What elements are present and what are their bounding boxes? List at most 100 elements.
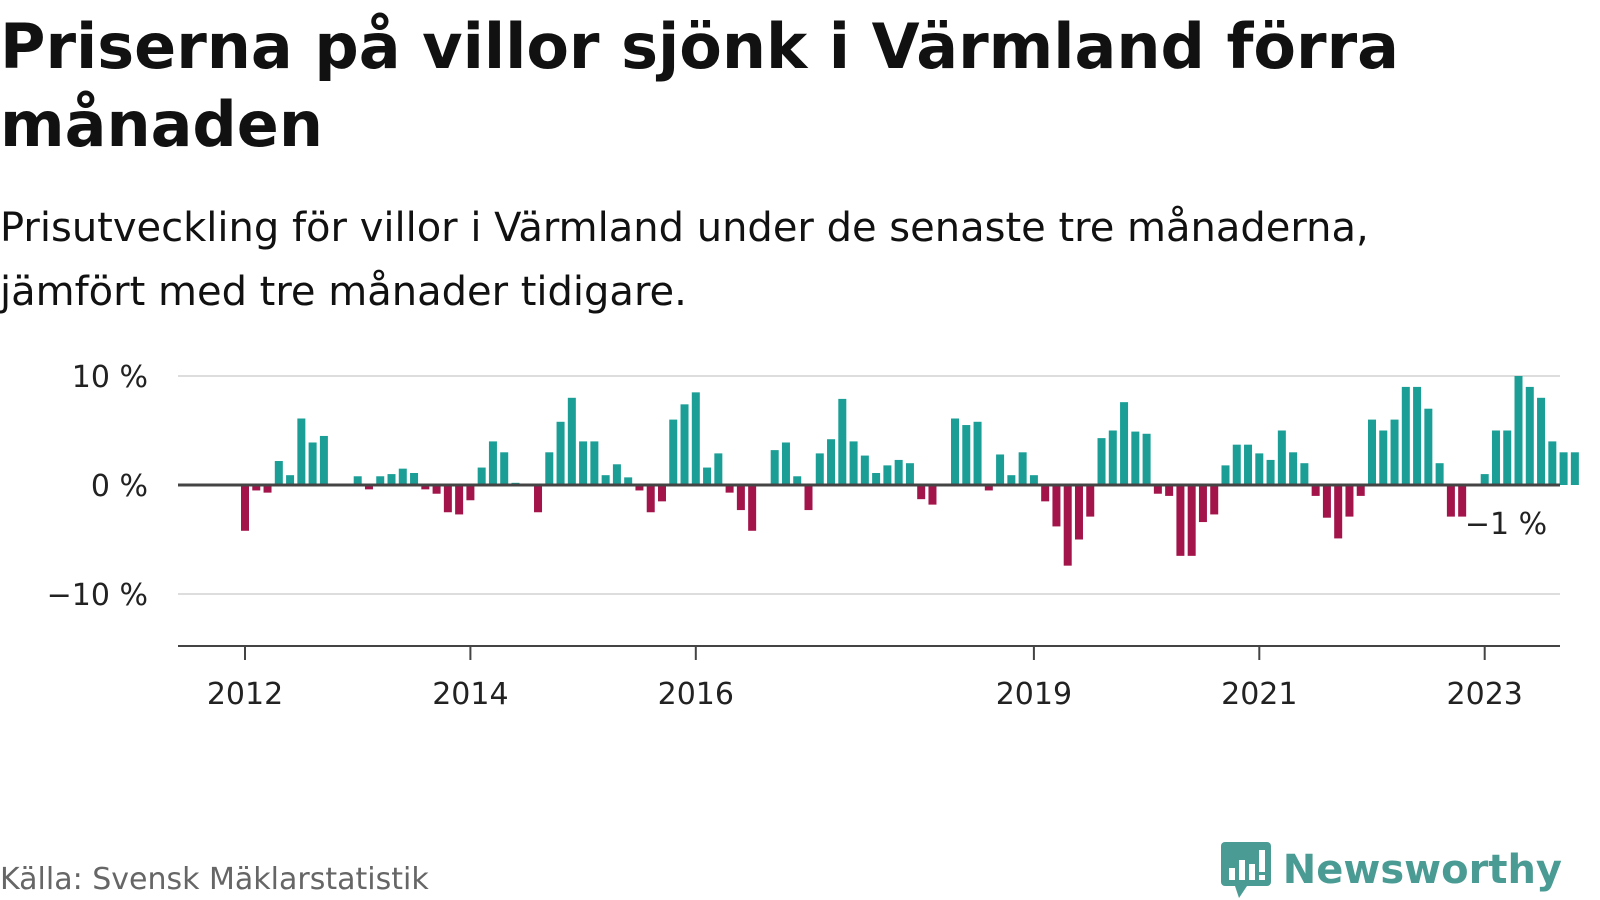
- bar: [1368, 419, 1376, 485]
- bar: [646, 485, 655, 513]
- bar: [1401, 386, 1410, 485]
- bar: [1232, 444, 1241, 485]
- bar: [455, 485, 464, 515]
- bar: [1086, 485, 1095, 517]
- bar: [1570, 452, 1579, 485]
- bar: [1176, 485, 1185, 556]
- bar: [1210, 485, 1219, 515]
- bar: [1266, 459, 1275, 485]
- bar: [838, 398, 847, 485]
- bar: [1413, 386, 1422, 485]
- bar: [545, 452, 554, 485]
- bar: [1120, 402, 1129, 485]
- bar: [1322, 485, 1331, 518]
- chart-title: Priserna på villor sjönk i Värmland förr…: [0, 10, 1399, 161]
- bar: [872, 473, 881, 485]
- bar: [421, 485, 430, 490]
- bar: [274, 461, 283, 485]
- brand-logo[interactable]: Newsworthy: [1220, 840, 1562, 900]
- bar: [1255, 453, 1264, 485]
- bar: [928, 485, 937, 505]
- newsworthy-logo-icon: [1220, 842, 1271, 898]
- bar: [1142, 433, 1151, 485]
- bar: [984, 485, 993, 491]
- bar: [1277, 430, 1286, 485]
- bar: [714, 453, 723, 485]
- bar: [556, 421, 565, 485]
- bar: [1480, 474, 1489, 485]
- bar: [364, 485, 373, 490]
- bar: [770, 450, 779, 485]
- bar: [736, 485, 745, 511]
- bar: [703, 467, 712, 485]
- bar: [1435, 463, 1444, 485]
- bar: [241, 485, 249, 531]
- bar: [1424, 408, 1433, 485]
- bar: [680, 404, 689, 485]
- chart-subtitle: Prisutveckling för villor i Värmland und…: [0, 205, 1369, 315]
- bar: [1244, 444, 1253, 485]
- bar: [319, 435, 328, 485]
- bar: [1131, 431, 1140, 485]
- bar: [1187, 485, 1196, 556]
- bar: [1153, 485, 1162, 494]
- bar: [252, 485, 261, 491]
- bar: [567, 397, 576, 485]
- bar: [815, 453, 824, 485]
- bar: [1334, 485, 1343, 539]
- bar: [793, 476, 802, 485]
- bar-chart: 10 % 0 % −10 % 2012 2014 2016 2019 2021 2023 −1 %: [47, 360, 1579, 712]
- x-tick-label: 2019: [996, 677, 1072, 712]
- bar: [1052, 485, 1061, 527]
- bar: [804, 485, 813, 511]
- bar: [286, 475, 295, 485]
- bar: [1537, 397, 1546, 485]
- value-annotation: −1 %: [1465, 507, 1547, 542]
- axes: [178, 483, 1560, 660]
- axis-labels: 10 % 0 % −10 % 2012 2014 2016 2019 2021 2023 −1 %: [47, 360, 1550, 712]
- bar: [1165, 485, 1174, 496]
- bar: [1074, 485, 1083, 540]
- bar: [951, 418, 960, 485]
- bar: [376, 476, 385, 485]
- bar: [410, 473, 419, 485]
- x-tick-label: 2012: [207, 677, 283, 712]
- bar: [500, 452, 509, 485]
- bar: [827, 439, 836, 485]
- source-note: Källa: Svensk Mäklarstatistik: [0, 862, 429, 897]
- y-tick-label: −10 %: [47, 578, 148, 613]
- bar: [477, 467, 486, 485]
- bars: [241, 376, 1579, 566]
- bar: [883, 465, 892, 485]
- bar: [387, 474, 396, 485]
- bar: [1041, 485, 1050, 502]
- bar: [1548, 441, 1557, 485]
- bar: [612, 464, 621, 485]
- x-tick-label: 2014: [432, 677, 508, 712]
- bar: [590, 441, 599, 485]
- y-tick-label: 0 %: [91, 469, 148, 504]
- bar: [1514, 376, 1523, 485]
- gridlines: [178, 375, 1560, 595]
- bar: [657, 485, 666, 502]
- bar: [1503, 430, 1512, 485]
- bar: [1345, 485, 1354, 517]
- bar: [1446, 485, 1455, 517]
- bar: [1221, 465, 1230, 485]
- bar: [579, 441, 588, 485]
- bar: [905, 463, 914, 485]
- bar: [1559, 452, 1568, 485]
- bar: [860, 455, 869, 485]
- bar: [534, 485, 543, 513]
- bar: [635, 485, 644, 491]
- bar: [1289, 452, 1298, 485]
- y-tick-label: 10 %: [72, 360, 148, 395]
- bar: [1063, 485, 1072, 566]
- bar: [973, 421, 982, 485]
- bar: [1007, 475, 1016, 485]
- bar: [1300, 463, 1309, 485]
- bar: [624, 477, 633, 485]
- bar: [781, 442, 790, 485]
- x-tick-label: 2016: [658, 677, 734, 712]
- bar: [308, 442, 317, 485]
